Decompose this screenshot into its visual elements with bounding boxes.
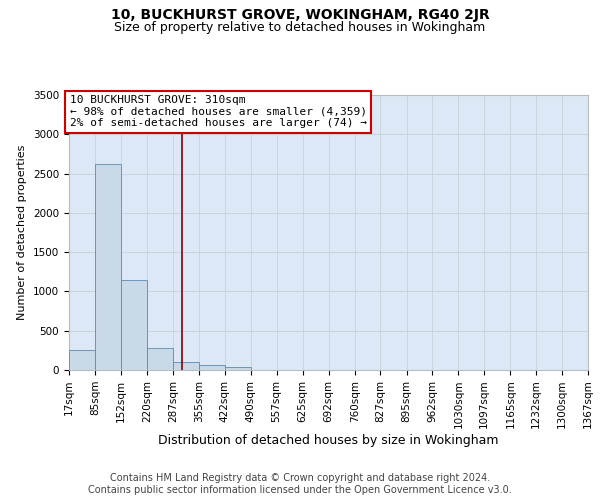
Bar [69, 350, 95, 370]
Text: 10 BUCKHURST GROVE: 310sqm
← 98% of detached houses are smaller (4,359)
2% of se: 10 BUCKHURST GROVE: 310sqm ← 98% of deta… [70, 95, 367, 128]
X-axis label: Distribution of detached houses by size in Wokingham: Distribution of detached houses by size … [158, 434, 499, 447]
Bar [95, 164, 121, 370]
Y-axis label: Number of detached properties: Number of detached properties [17, 145, 28, 320]
Bar [121, 280, 147, 370]
Text: 10, BUCKHURST GROVE, WOKINGHAM, RG40 2JR: 10, BUCKHURST GROVE, WOKINGHAM, RG40 2JR [110, 8, 490, 22]
Bar [173, 362, 199, 370]
Bar [224, 367, 251, 370]
Bar [147, 348, 173, 370]
Bar [199, 366, 224, 370]
Text: Size of property relative to detached houses in Wokingham: Size of property relative to detached ho… [115, 21, 485, 34]
Text: Contains HM Land Registry data © Crown copyright and database right 2024.
Contai: Contains HM Land Registry data © Crown c… [88, 474, 512, 495]
